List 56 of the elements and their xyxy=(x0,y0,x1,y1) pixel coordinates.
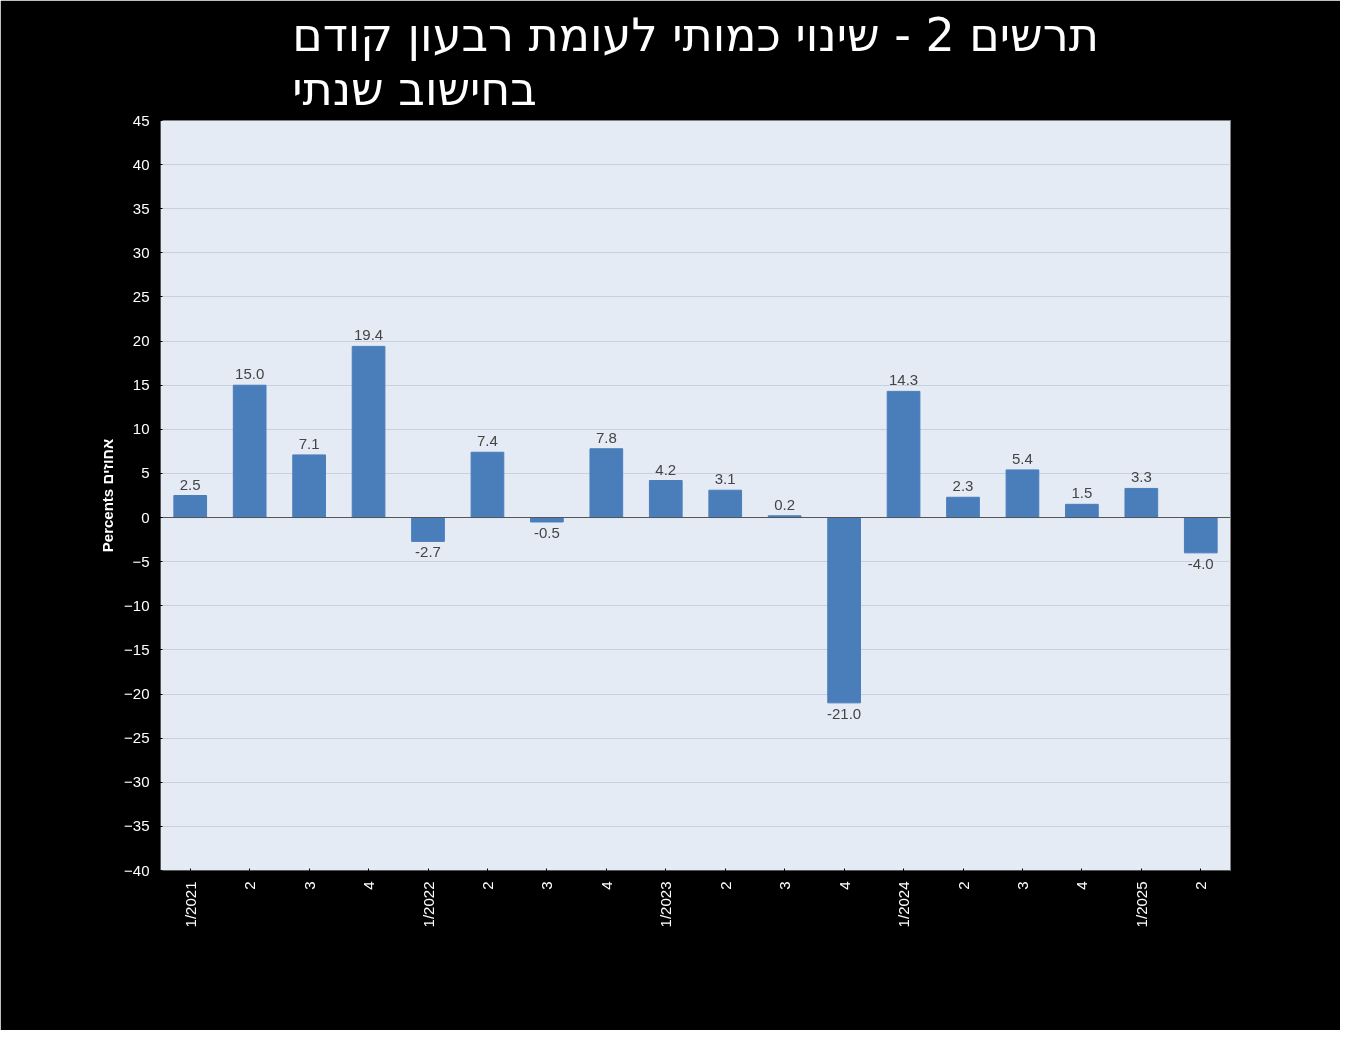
y-tick-label: −30 xyxy=(124,773,150,791)
data-label: 14.3 xyxy=(888,371,919,389)
x-tick-label: 3 xyxy=(776,881,794,890)
x-tick-label: 2 xyxy=(954,881,972,890)
y-tick-label: 25 xyxy=(132,287,150,305)
x-tick-label: 2 xyxy=(241,881,259,890)
y-tick-label: −10 xyxy=(124,596,150,614)
chart-title: תרשים 2 - שינוי כמותי לעומת רבעון קודם בחישוב שנתי xyxy=(292,7,1099,116)
y-tick-label: −15 xyxy=(124,640,150,658)
x-tick-label: 1/2022 xyxy=(419,881,437,928)
y-tick-label: 45 xyxy=(132,111,150,129)
y-tick-label: −25 xyxy=(124,729,150,747)
y-tick-label: 35 xyxy=(132,199,150,217)
x-tick-label: 1/2025 xyxy=(1132,881,1150,928)
data-label: 2.3 xyxy=(952,477,974,495)
x-tick-label: 1/2023 xyxy=(657,881,675,928)
data-label: 2.5 xyxy=(179,475,201,493)
data-label: 3.3 xyxy=(1130,468,1152,486)
y-tick-label: −5 xyxy=(132,552,150,570)
y-tick-label: 40 xyxy=(132,155,150,173)
x-tick-label: 3 xyxy=(300,881,318,890)
x-tick-label: 3 xyxy=(538,881,556,890)
data-label: 1.5 xyxy=(1071,484,1093,502)
y-tick-label: 10 xyxy=(132,420,150,438)
y-tick-label: 30 xyxy=(132,243,150,261)
x-tick-label: 2 xyxy=(716,881,734,890)
y-tick-label: 5 xyxy=(141,464,150,482)
x-tick-label: 1/2024 xyxy=(895,881,913,928)
data-label: 15.0 xyxy=(235,365,265,383)
data-label: 19.4 xyxy=(353,326,384,344)
data-label: 7.4 xyxy=(477,432,498,450)
data-label: 5.4 xyxy=(1012,449,1033,467)
data-label: 4.2 xyxy=(655,460,677,478)
x-tick-label: 2 xyxy=(478,881,496,890)
data-label: -2.7 xyxy=(415,543,441,561)
x-tick-label: 4 xyxy=(597,881,615,890)
x-tick-label: 4 xyxy=(360,881,378,890)
y-tick-label: 15 xyxy=(132,376,150,394)
data-label: -4.0 xyxy=(1187,554,1214,572)
y-axis-title: Percents אחוזים xyxy=(99,438,117,553)
y-tick-label: −40 xyxy=(124,861,150,879)
data-label: -21.0 xyxy=(827,704,862,722)
data-label: 7.1 xyxy=(298,434,320,452)
x-tick-label: 1/2021 xyxy=(181,881,199,928)
y-tick-label: −35 xyxy=(124,817,150,835)
x-tick-label: 2 xyxy=(1192,881,1210,890)
x-tick-label: 4 xyxy=(1073,881,1091,890)
data-label: 0.2 xyxy=(774,495,796,513)
y-tick-label: −20 xyxy=(124,685,150,703)
y-tick-label: 20 xyxy=(132,332,150,350)
data-label: -0.5 xyxy=(533,523,560,541)
data-label: 7.8 xyxy=(595,428,617,446)
y-tick-label: 0 xyxy=(141,508,150,526)
data-label: 3.1 xyxy=(714,470,736,488)
x-tick-label: 4 xyxy=(835,881,853,890)
x-tick-label: 3 xyxy=(1013,881,1031,890)
